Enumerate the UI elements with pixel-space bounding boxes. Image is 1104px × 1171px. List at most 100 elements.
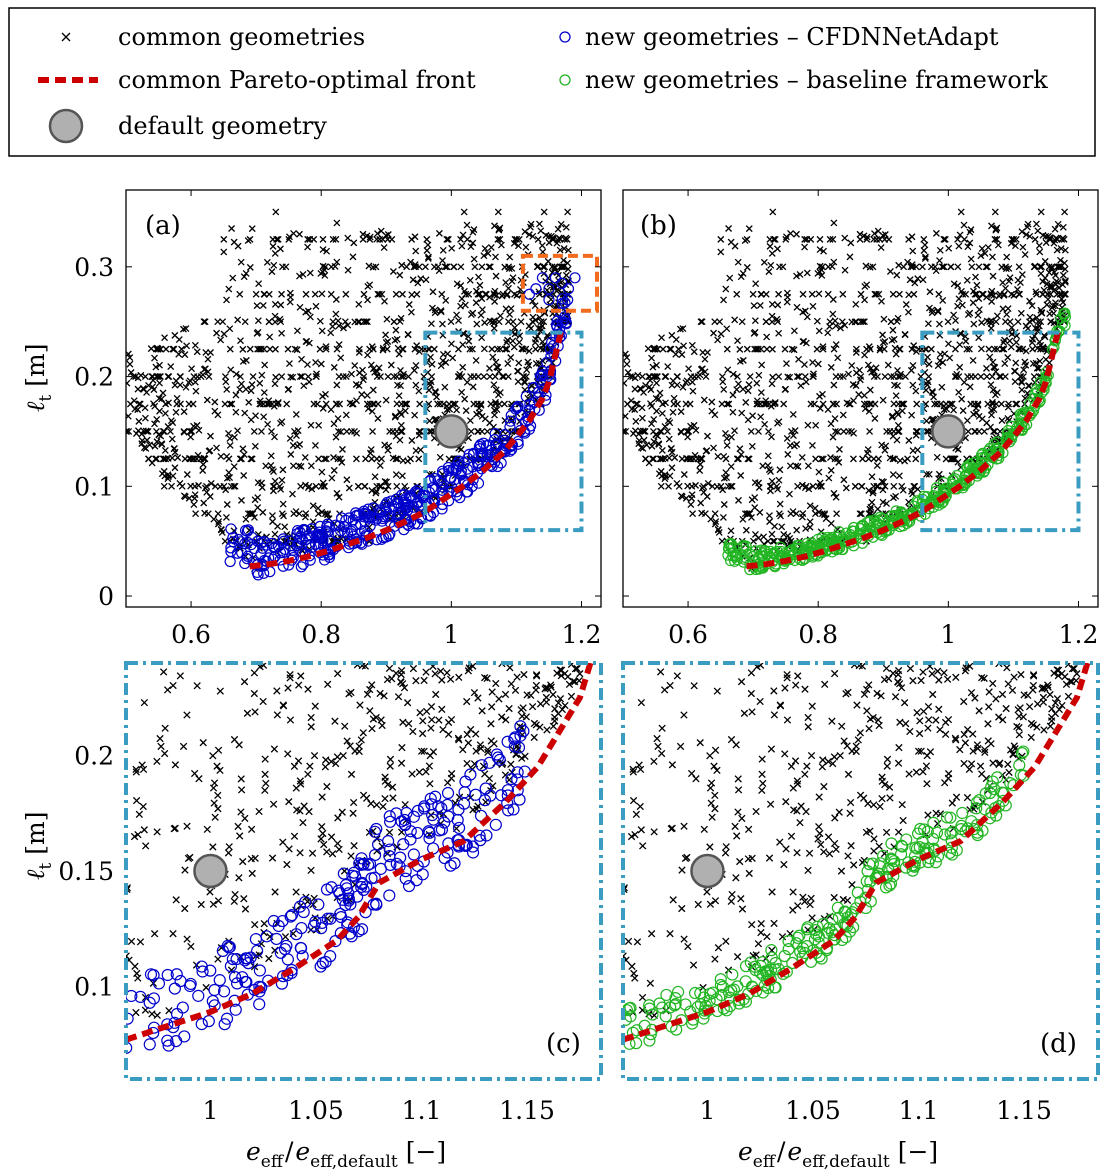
common-geometry-point — [1040, 726, 1048, 734]
common-geometry-point — [246, 345, 254, 353]
common-geometry-point — [944, 318, 952, 326]
common-geometry-point — [496, 235, 504, 243]
common-geometry-point — [657, 482, 665, 490]
common-geometry-point — [494, 208, 502, 216]
common-geometry-point — [416, 427, 424, 435]
common-geometry-point — [311, 442, 319, 449]
common-geometry-point — [160, 427, 168, 435]
common-geometry-point — [561, 669, 569, 678]
common-geometry-point — [775, 373, 783, 381]
y-tick-label: 0.1 — [74, 472, 114, 501]
new-geometry-point — [646, 1008, 659, 1021]
new-geometry-point — [520, 390, 532, 403]
common-geometry-point — [505, 265, 513, 273]
common-geometry-point — [464, 739, 473, 747]
common-geometry-point — [293, 327, 301, 335]
legend-baseline-label: new geometries – baseline framework — [585, 66, 1048, 94]
x-tick-label: 1.2 — [1059, 620, 1099, 649]
common-geometry-point — [525, 361, 533, 369]
common-geometry-point — [839, 411, 847, 419]
common-geometry-point — [794, 463, 802, 470]
common-geometry-point — [268, 268, 276, 276]
new-geometry-point — [727, 547, 739, 559]
common-geometry-point — [656, 427, 664, 435]
common-geometry-point — [960, 235, 968, 243]
common-geometry-point — [302, 290, 310, 298]
common-geometry-point — [287, 373, 295, 381]
common-geometry-point — [760, 400, 768, 408]
new-geometry-point — [416, 868, 429, 881]
common-geometry-point — [852, 318, 860, 326]
common-geometry-point — [207, 479, 215, 487]
common-geometry-point — [332, 235, 340, 243]
new-geometry-point — [216, 944, 229, 957]
common-geometry-point — [940, 235, 948, 243]
common-geometry-point — [173, 400, 181, 408]
common-geometry-point — [382, 339, 390, 347]
common-geometry-point — [403, 263, 411, 271]
common-geometry-point — [228, 400, 236, 408]
new-geometry-point — [334, 907, 347, 921]
common-geometry-point — [236, 373, 244, 381]
new-geometry-point — [441, 786, 455, 800]
common-geometry-point — [489, 353, 497, 361]
common-geometry-point — [984, 243, 992, 251]
common-geometry-point — [628, 962, 636, 970]
common-geometry-point — [738, 905, 747, 913]
common-geometry-point — [780, 537, 788, 545]
common-geometry-point — [998, 417, 1006, 424]
common-geometry-point — [841, 321, 849, 329]
common-geometry-point — [158, 395, 166, 403]
common-geometry-point — [739, 269, 747, 277]
common-geometry-point — [642, 455, 649, 463]
common-geometry-point — [455, 373, 463, 381]
common-geometry-point — [770, 537, 778, 545]
common-geometry-point — [766, 242, 774, 250]
new-geometry-point — [940, 482, 952, 494]
common-geometry-point — [670, 394, 678, 402]
common-geometry-point — [451, 400, 459, 408]
common-geometry-point — [1014, 286, 1021, 293]
common-geometry-point — [947, 455, 955, 463]
new-geometry-point — [1015, 747, 1029, 760]
common-geometry-point — [171, 761, 180, 769]
common-geometry-point — [239, 857, 247, 866]
common-geometry-point — [971, 694, 979, 702]
common-geometry-point — [733, 290, 741, 298]
new-geometry-point — [349, 519, 362, 531]
common-geometry-point — [906, 276, 914, 284]
common-geometry-point — [1041, 274, 1049, 282]
common-geometry-point — [514, 378, 522, 386]
common-geometry-point — [170, 445, 178, 453]
common-geometry-point — [237, 786, 246, 794]
common-geometry-point — [666, 930, 674, 938]
common-geometry-point — [714, 453, 722, 460]
common-geometry-point — [179, 325, 187, 333]
common-geometry-point — [752, 807, 760, 816]
common-geometry-point — [363, 690, 372, 698]
common-geometry-point — [755, 484, 763, 491]
common-geometry-point — [830, 489, 838, 497]
common-geometry-point — [970, 410, 978, 418]
common-geometry-point — [932, 809, 940, 817]
common-geometry-point — [969, 730, 977, 738]
common-geometry-point — [1073, 670, 1081, 678]
plot-area-d — [623, 663, 1091, 1050]
common-geometry-point — [333, 381, 341, 389]
common-geometry-point — [304, 685, 312, 693]
common-geometry-point — [173, 394, 181, 402]
common-geometry-point — [763, 932, 771, 941]
common-geometry-point — [178, 345, 186, 353]
common-geometry-point — [356, 701, 364, 709]
common-geometry-point — [513, 291, 521, 299]
common-geometry-point — [183, 822, 191, 830]
common-geometry-point — [873, 462, 881, 470]
common-geometry-point — [284, 345, 292, 353]
common-geometry-point — [820, 848, 828, 856]
new-geometry-point — [253, 964, 266, 977]
common-geometry-point — [905, 498, 913, 506]
common-geometry-point — [797, 382, 805, 390]
common-geometry-point — [678, 351, 686, 359]
common-geometry-point — [1015, 263, 1023, 271]
common-geometry-point — [1045, 269, 1053, 277]
